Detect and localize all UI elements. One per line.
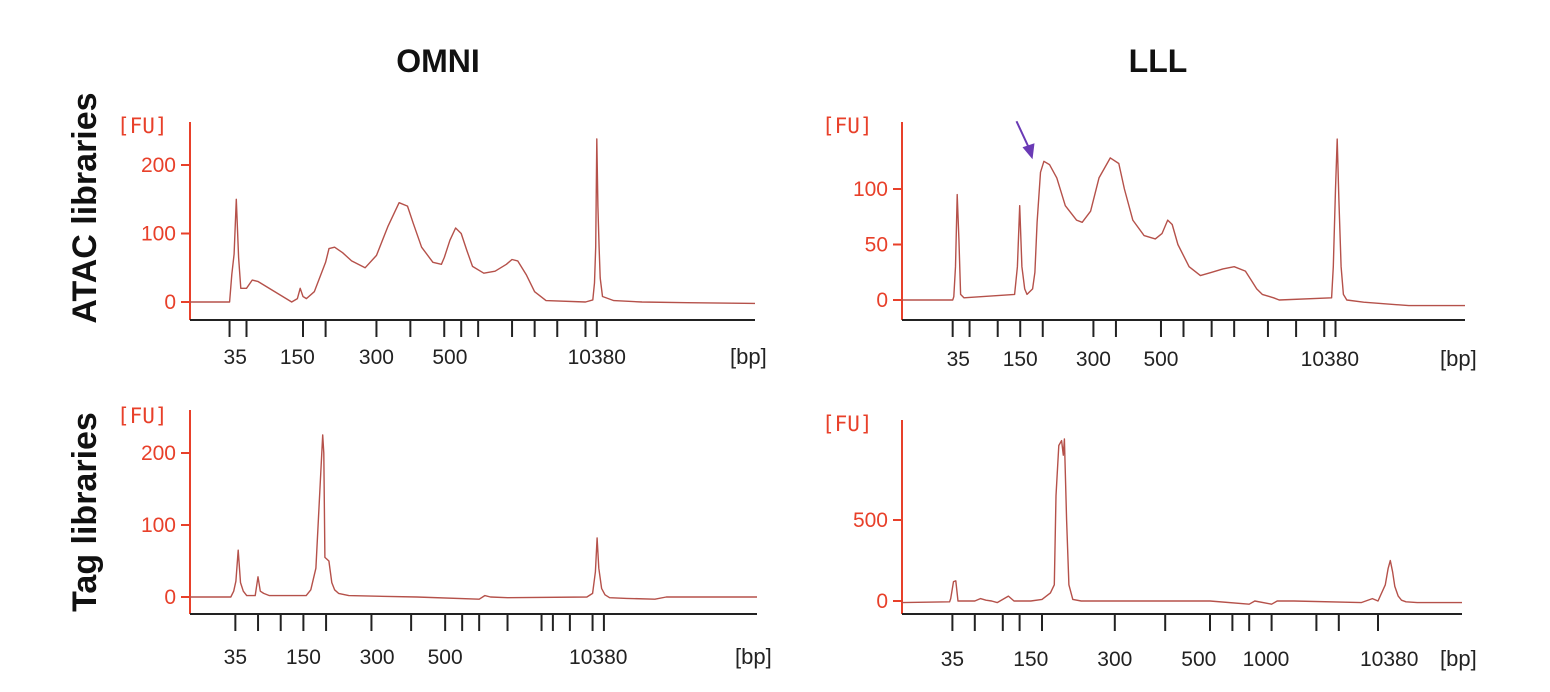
y-tick-label: 200 <box>141 154 176 177</box>
y-axis-label: [FU] <box>822 412 873 436</box>
row-label-tag: Tag libraries <box>66 412 104 612</box>
x-tick-label: 35 <box>941 648 964 671</box>
y-axis-label: [FU] <box>117 114 168 138</box>
x-tick-label: 500 <box>432 346 467 369</box>
x-tick-label: 10380 <box>569 646 627 669</box>
y-axis-label: [FU] <box>822 114 873 138</box>
electropherogram-trace <box>902 138 1465 307</box>
x-tick-label: 300 <box>359 346 394 369</box>
x-tick-label: 10380 <box>1301 348 1359 371</box>
x-axis-label: [bp] <box>1440 346 1477 371</box>
y-tick-label: 0 <box>876 590 888 613</box>
panel-lll-tag: [FU] 0 500 35 150 300 500 1000 10380 [bp] <box>822 412 1477 671</box>
x-tick-label: 500 <box>1181 648 1216 671</box>
electropherogram-trace <box>190 434 757 600</box>
x-tick-label: 500 <box>1143 348 1178 371</box>
panel-omni-tag: [FU] 0 100 200 35 150 300 500 10380 [bp] <box>117 404 772 669</box>
x-tick-label: 500 <box>428 646 463 669</box>
x-tick-label: 150 <box>1013 648 1048 671</box>
y-tick-label: 0 <box>876 289 888 312</box>
panel-omni-atac: [FU] 0 100 200 35 150 300 500 10380 [bp] <box>117 114 767 369</box>
annotation-arrow <box>1015 120 1035 160</box>
x-tick-label: 10380 <box>1360 648 1418 671</box>
x-tick-label: 35 <box>224 346 247 369</box>
y-tick-label: 0 <box>164 586 176 609</box>
x-tick-label: 35 <box>224 646 247 669</box>
y-tick-label: 100 <box>141 514 176 537</box>
y-tick-label: 100 <box>141 223 176 246</box>
x-axis-label: [bp] <box>1440 646 1477 671</box>
y-tick-label: 100 <box>853 178 888 201</box>
x-tick-label: 35 <box>947 348 970 371</box>
y-tick-label: 0 <box>164 291 176 314</box>
column-title-omni: OMNI <box>396 43 480 79</box>
x-axis-label: [bp] <box>730 344 767 369</box>
y-tick-label: 200 <box>141 442 176 465</box>
x-tick-label: 150 <box>280 346 315 369</box>
x-tick-label: 300 <box>360 646 395 669</box>
x-tick-label: 1000 <box>1243 648 1290 671</box>
x-tick-label: 300 <box>1097 648 1132 671</box>
panel-lll-atac: [FU] 0 50 100 35 150 300 500 10380 [bp] <box>822 114 1477 371</box>
x-tick-label: 150 <box>1003 348 1038 371</box>
y-tick-label: 500 <box>853 509 888 532</box>
column-title-lll: LLL <box>1129 43 1188 79</box>
x-tick-label: 10380 <box>568 346 626 369</box>
x-axis-label: [bp] <box>735 644 772 669</box>
y-axis-label: [FU] <box>117 404 168 428</box>
y-tick-label: 50 <box>865 234 888 257</box>
row-label-atac: ATAC libraries <box>66 92 104 323</box>
electropherogram-trace <box>190 138 756 305</box>
electropherogram-trace <box>901 438 1462 605</box>
x-tick-label: 150 <box>286 646 321 669</box>
x-tick-label: 300 <box>1076 348 1111 371</box>
